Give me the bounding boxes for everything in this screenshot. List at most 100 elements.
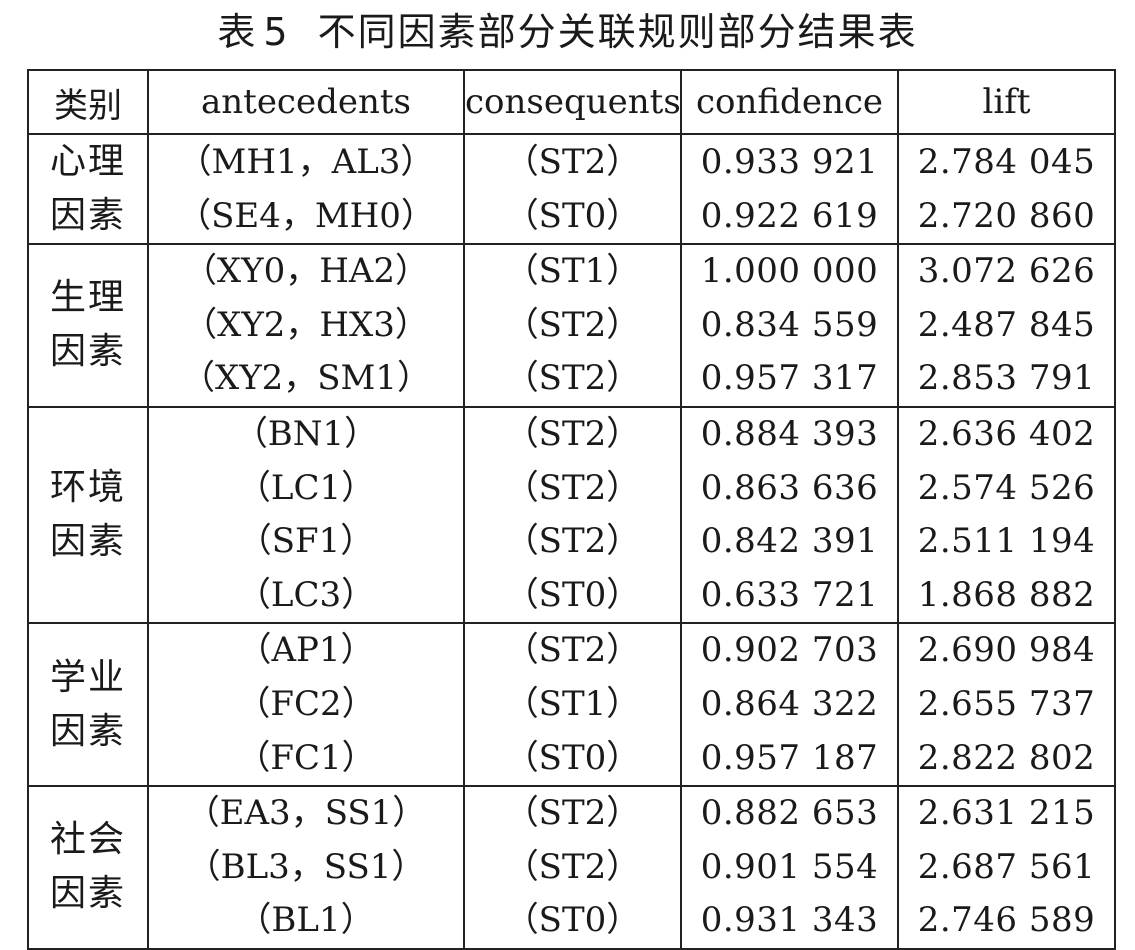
table-row: （FC1） （ST0） 0.957 187 2.822 802	[28, 731, 1116, 787]
lift-cell: 2.631 215	[897, 784, 1116, 841]
confidence-cell: 1.000 000	[680, 243, 899, 299]
category-cell: 社会 因素	[27, 784, 149, 950]
lift-cell: 2.655 737	[897, 677, 1116, 732]
confidence-cell: 0.902 703	[680, 622, 899, 678]
table-row: （BL3，SS1） （ST2） 0.901 554 2.687 561	[28, 840, 1116, 895]
lift-cell: 2.853 791	[897, 352, 1116, 408]
category-line2: 因素	[49, 710, 126, 752]
table-title-text: 不同因素部分关联规则部分结果表	[317, 10, 918, 54]
consequents-cell: （ST2）	[463, 622, 682, 678]
consequents-cell: （ST2）	[463, 840, 682, 895]
lift-cell: 2.574 526	[897, 461, 1116, 515]
lift-cell: 2.511 194	[897, 514, 1116, 569]
consequents-cell: （ST1）	[463, 243, 682, 299]
consequents-cell: （ST0）	[463, 731, 682, 787]
table-title: 表 5 不同因素部分关联规则部分结果表	[0, 6, 1135, 58]
category-line2: 因素	[49, 331, 126, 373]
antecedents-cell: （XY0，HA2）	[147, 243, 465, 299]
table-row: 生理 因素 （XY0，HA2） （ST1） 1.000 000 3.072 62…	[27, 243, 1116, 408]
lift-cell: 2.720 860	[897, 189, 1116, 245]
table-body: 心理 因素 （MH1，AL3） （ST2） 0.933 921 2.784 04…	[27, 133, 1116, 950]
table-row: （SE4，MH0） （ST0） 0.922 619 2.720 860	[28, 189, 1116, 245]
confidence-cell: 0.863 636	[680, 461, 899, 515]
table-row: （BL1） （ST0） 0.931 343 2.746 589	[28, 894, 1116, 950]
confidence-cell: 0.957 317	[680, 352, 899, 408]
category-line1: 学业	[49, 656, 126, 698]
table-title-label: 表	[217, 10, 258, 54]
consequents-cell: （ST2）	[463, 133, 682, 189]
consequents-cell: （ST2）	[463, 352, 682, 408]
lift-cell: 2.784 045	[897, 133, 1116, 189]
table-row: 环境 因素 （BN1） （ST2） 0.884 393 2.636 402	[27, 405, 1116, 625]
confidence-cell: 0.834 559	[680, 298, 899, 353]
confidence-cell: 0.922 619	[680, 189, 899, 245]
table-row: 心理 因素 （MH1，AL3） （ST2） 0.933 921 2.784 04…	[27, 133, 1116, 245]
category-line1: 环境	[49, 466, 126, 508]
table-row: （LC3） （ST0） 0.633 721 1.868 882	[28, 568, 1116, 625]
antecedents-cell: （BL1）	[147, 894, 465, 950]
category-line2: 因素	[49, 520, 126, 562]
association-rules-table: 类别 antecedents consequents confidence li…	[27, 69, 1116, 950]
category-line2: 因素	[49, 195, 126, 236]
confidence-cell: 0.882 653	[680, 784, 899, 841]
lift-cell: 1.868 882	[897, 568, 1116, 625]
antecedents-cell: （FC1）	[147, 731, 465, 787]
table-row: （FC2） （ST1） 0.864 322 2.655 737	[28, 677, 1116, 732]
antecedents-cell: （FC2）	[147, 677, 465, 732]
header-antecedents: antecedents	[147, 69, 465, 135]
header-consequents: consequents	[463, 69, 682, 135]
antecedents-cell: （LC1）	[147, 461, 465, 515]
consequents-cell: （ST0）	[463, 568, 682, 625]
antecedents-cell: （EA3，SS1）	[147, 784, 465, 841]
category-cell: 生理 因素	[27, 243, 149, 408]
category-line1: 社会	[49, 819, 126, 861]
consequents-cell: （ST2）	[463, 298, 682, 353]
category-cell: 学业 因素	[27, 622, 149, 787]
lift-cell: 2.822 802	[897, 731, 1116, 787]
header-lift: lift	[897, 69, 1116, 135]
consequents-cell: （ST2）	[463, 784, 682, 841]
antecedents-cell: （XY2，SM1）	[147, 352, 465, 408]
consequents-cell: （ST0）	[463, 189, 682, 245]
consequents-cell: （ST0）	[463, 894, 682, 950]
category-cell: 环境 因素	[27, 405, 149, 625]
category-cell: 心理 因素	[27, 133, 149, 245]
header-row: 类别 antecedents consequents confidence li…	[27, 69, 1116, 135]
antecedents-cell: （BL3，SS1）	[147, 840, 465, 895]
antecedents-cell: （SE4，MH0）	[147, 189, 465, 245]
table-row: 学业 因素 （AP1） （ST2） 0.902 703 2.690 984	[27, 622, 1116, 787]
header-category: 类别	[27, 69, 149, 135]
confidence-cell: 0.884 393	[680, 405, 899, 462]
confidence-cell: 0.933 921	[680, 133, 899, 189]
confidence-cell: 0.842 391	[680, 514, 899, 569]
antecedents-cell: （AP1）	[147, 622, 465, 678]
lift-cell: 3.072 626	[897, 243, 1116, 299]
confidence-cell: 0.633 721	[680, 568, 899, 625]
antecedents-cell: （MH1，AL3）	[147, 133, 465, 189]
consequents-cell: （ST2）	[463, 405, 682, 462]
lift-cell: 2.690 984	[897, 622, 1116, 678]
category-line1: 心理	[49, 141, 126, 182]
lift-cell: 2.636 402	[897, 405, 1116, 462]
antecedents-cell: （XY2，HX3）	[147, 298, 465, 353]
table-row: （SF1） （ST2） 0.842 391 2.511 194	[28, 514, 1116, 569]
table-row: （XY2，HX3） （ST2） 0.834 559 2.487 845	[28, 298, 1116, 353]
table-row: （XY2，SM1） （ST2） 0.957 317 2.853 791	[28, 352, 1116, 408]
lift-cell: 2.487 845	[897, 298, 1116, 353]
category-line2: 因素	[49, 873, 126, 915]
confidence-cell: 0.931 343	[680, 894, 899, 950]
lift-cell: 2.746 589	[897, 894, 1116, 950]
table-title-number: 5	[263, 10, 290, 54]
confidence-cell: 0.901 554	[680, 840, 899, 895]
consequents-cell: （ST2）	[463, 514, 682, 569]
table-row: 社会 因素 （EA3，SS1） （ST2） 0.882 653 2.631 21…	[27, 784, 1116, 950]
category-line1: 生理	[49, 277, 126, 319]
lift-cell: 2.687 561	[897, 840, 1116, 895]
antecedents-cell: （LC3）	[147, 568, 465, 625]
antecedents-cell: （SF1）	[147, 514, 465, 569]
table-row: （LC1） （ST2） 0.863 636 2.574 526	[28, 461, 1116, 515]
consequents-cell: （ST2）	[463, 461, 682, 515]
header-confidence: confidence	[680, 69, 899, 135]
antecedents-cell: （BN1）	[147, 405, 465, 462]
consequents-cell: （ST1）	[463, 677, 682, 732]
